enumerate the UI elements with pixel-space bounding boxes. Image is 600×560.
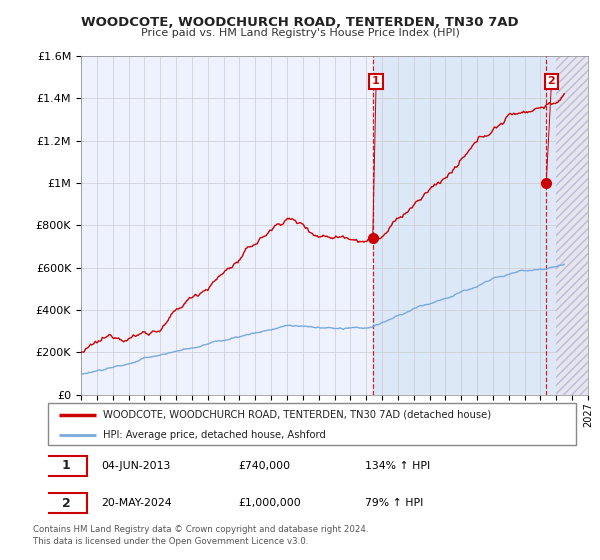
Text: WOODCOTE, WOODCHURCH ROAD, TENTERDEN, TN30 7AD: WOODCOTE, WOODCHURCH ROAD, TENTERDEN, TN… (81, 16, 519, 29)
Text: £740,000: £740,000 (238, 460, 290, 470)
Bar (373, 56, 588, 395)
FancyBboxPatch shape (46, 455, 86, 475)
Text: 2: 2 (62, 497, 70, 510)
Text: HPI: Average price, detached house, Ashford: HPI: Average price, detached house, Ashf… (103, 430, 326, 440)
Text: 134% ↑ HPI: 134% ↑ HPI (365, 460, 430, 470)
Text: WOODCOTE, WOODCHURCH ROAD, TENTERDEN, TN30 7AD (detached house): WOODCOTE, WOODCHURCH ROAD, TENTERDEN, TN… (103, 410, 491, 420)
Text: 20-MAY-2024: 20-MAY-2024 (101, 498, 172, 508)
Text: Price paid vs. HM Land Registry's House Price Index (HPI): Price paid vs. HM Land Registry's House … (140, 28, 460, 38)
Bar (556, 56, 588, 395)
FancyBboxPatch shape (46, 493, 86, 514)
Text: 1: 1 (62, 459, 70, 472)
FancyBboxPatch shape (48, 403, 576, 445)
Text: £1,000,000: £1,000,000 (238, 498, 301, 508)
Text: 1: 1 (372, 76, 380, 86)
Text: Contains HM Land Registry data © Crown copyright and database right 2024.
This d: Contains HM Land Registry data © Crown c… (33, 525, 368, 546)
Text: 79% ↑ HPI: 79% ↑ HPI (365, 498, 423, 508)
Text: 04-JUN-2013: 04-JUN-2013 (101, 460, 170, 470)
Text: 2: 2 (547, 76, 555, 86)
Bar (556, 56, 588, 395)
